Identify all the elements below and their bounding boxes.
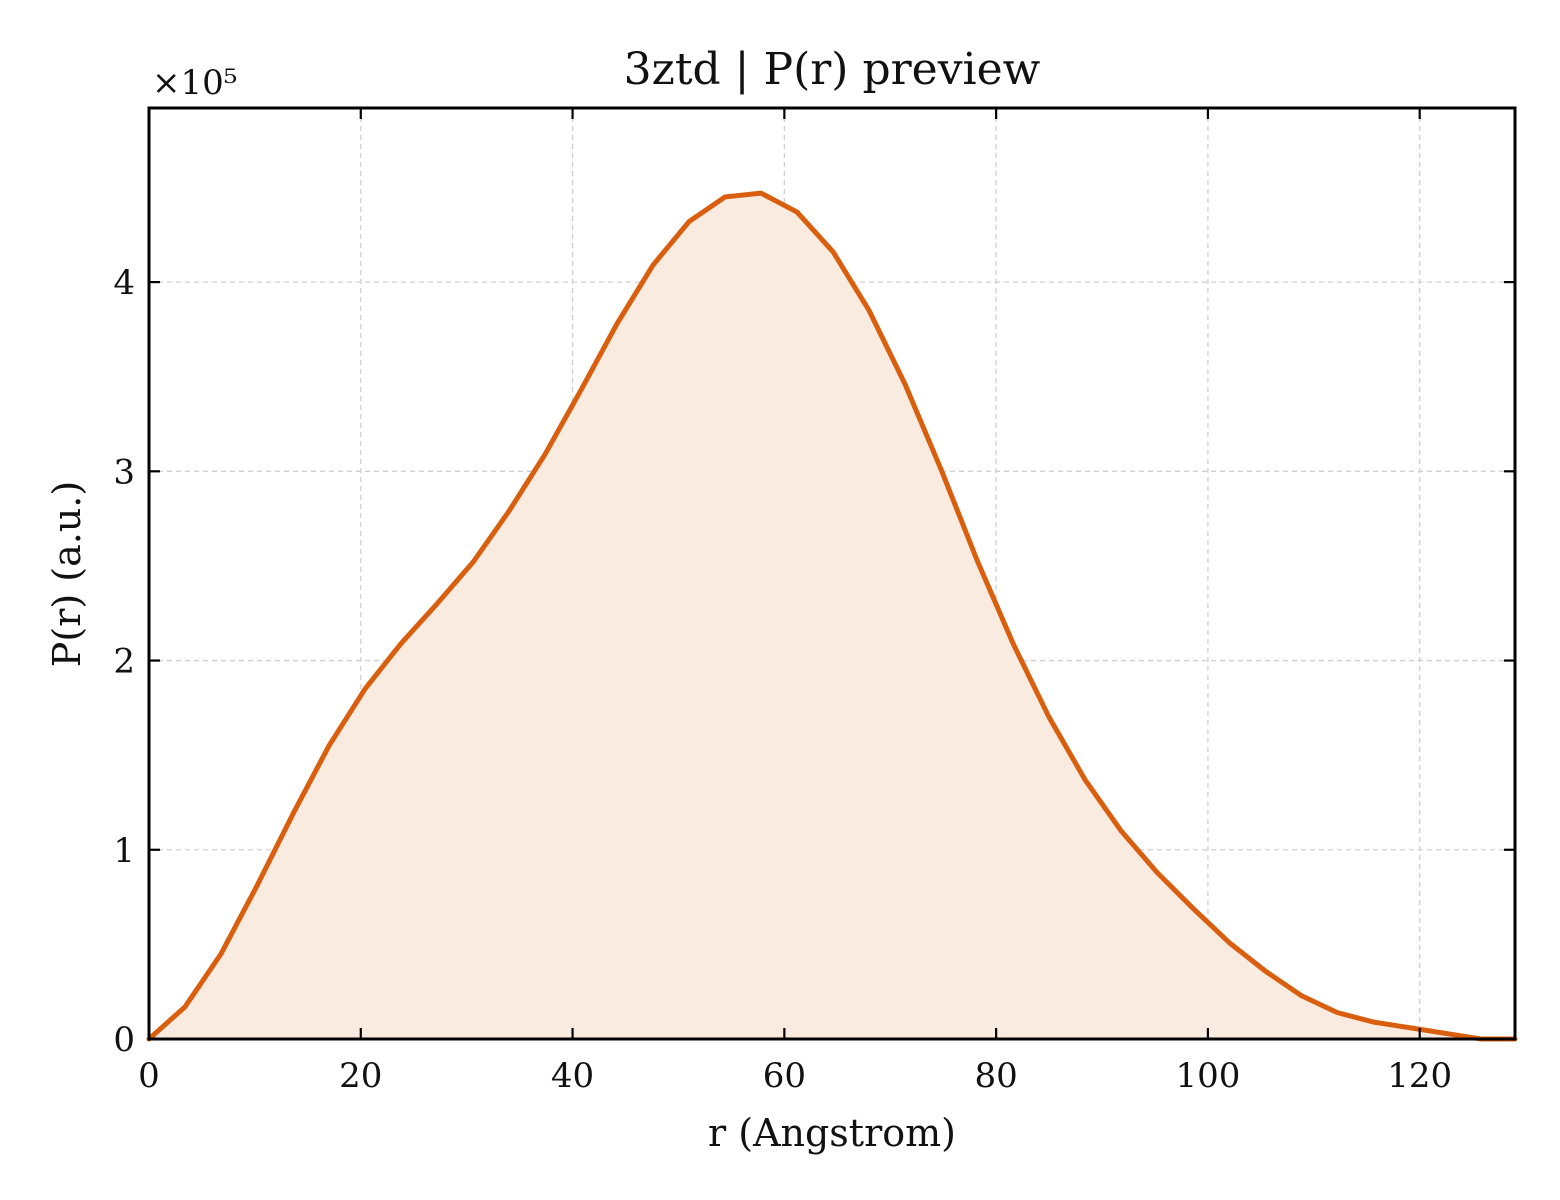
axis-ticks (147, 108, 1515, 1041)
y-tick-label: 3 (113, 452, 135, 492)
x-tick-label: 100 (1175, 1056, 1240, 1096)
plot-frame (147, 106, 1517, 1041)
y-tick-label: 4 (113, 263, 135, 303)
x-tick-label: 120 (1387, 1056, 1452, 1096)
pr-area-fill (149, 193, 1515, 1039)
x-tick-label: 80 (974, 1056, 1017, 1096)
y-axis-label: P(r) (a.u.) (45, 481, 89, 667)
x-tick-label: 20 (339, 1056, 382, 1096)
y-tick-label: 1 (113, 831, 135, 871)
chart-title: 3ztd | P(r) preview (624, 44, 1041, 95)
x-axis-label: r (Angstrom) (708, 1111, 956, 1155)
y-tick-label: 2 (113, 642, 135, 682)
x-tick-label: 40 (551, 1056, 594, 1096)
tick-labels: 0 20 40 60 80 100 120 0 1 2 3 4 (113, 263, 1452, 1096)
pr-curve (146, 190, 1518, 1042)
x-tick-label: 60 (763, 1056, 806, 1096)
y-tick-label: 0 (113, 1020, 135, 1060)
x-tick-label: 0 (138, 1056, 160, 1096)
y-multiplier-label: ×10⁵ (152, 63, 237, 103)
